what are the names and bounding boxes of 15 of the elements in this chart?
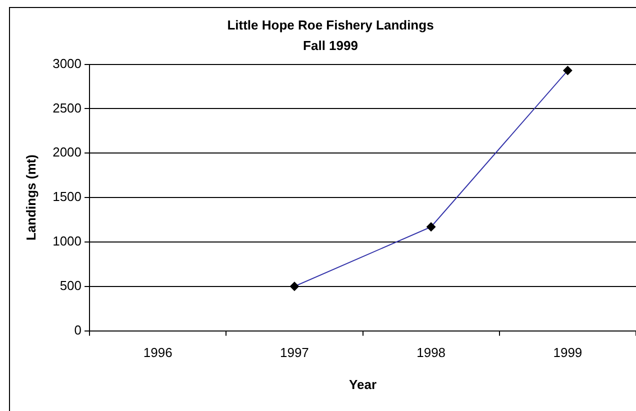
- y-axis-title: Landings (mt): [23, 154, 38, 241]
- y-tick-label: 2000: [52, 144, 82, 160]
- y-tick-label: 0: [74, 322, 82, 338]
- y-tick-label: 2500: [52, 100, 82, 116]
- x-tick-label: 1997: [280, 345, 309, 360]
- x-tick-label: 1996: [143, 345, 172, 360]
- y-tick-label: 1000: [52, 234, 82, 249]
- x-tick-label: 1998: [416, 345, 446, 360]
- y-tick-label: 3000: [52, 56, 82, 71]
- x-axis-title: Year: [349, 376, 376, 392]
- y-tick-label: 500: [60, 278, 82, 293]
- text: Fall 1999: [303, 38, 358, 53]
- y-tick-label: 1500: [52, 189, 82, 204]
- text: Little Hope Roe Fishery Landings: [227, 18, 434, 33]
- x-tick-label: 1999: [553, 345, 582, 360]
